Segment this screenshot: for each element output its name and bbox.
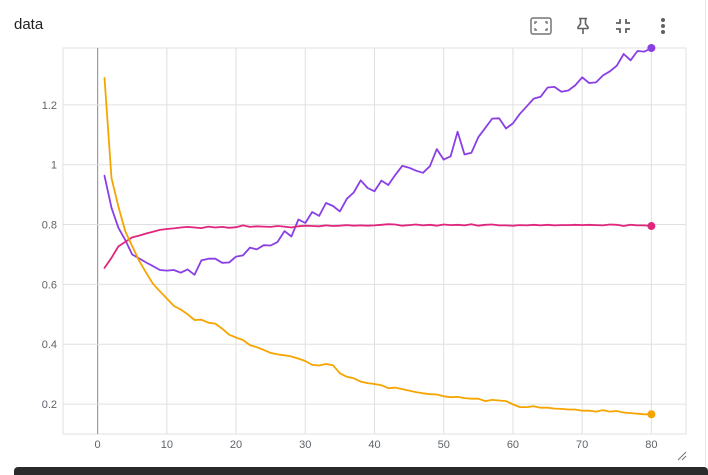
resize-handle-icon [677,451,687,461]
more-options-button[interactable] [647,10,679,42]
x-tick-label: 50 [438,439,450,451]
x-tick-label: 40 [368,439,380,451]
series-end-marker-1 [647,44,656,52]
x-tick-label: 70 [576,439,588,451]
series-line-3 [103,77,653,416]
x-tick-label: 60 [507,439,519,451]
line-chart[interactable]: 0 10 20 30 40 50 60 70 80 0.2 0.4 0.6 0.8 1 1.2 [0,0,706,466]
fit-domain-button[interactable] [525,10,557,42]
pin-button[interactable] [567,10,599,42]
y-tick-label: 0.4 [42,339,57,351]
collapse-button[interactable] [607,10,639,42]
pin-icon [577,17,589,34]
collapse-icon [616,19,630,33]
y-tick-label: 1 [51,160,57,172]
y-tick-label: 1.2 [42,100,57,112]
bottom-panel-bar [14,467,708,475]
fit-domain-icon [530,17,552,35]
x-tick-label: 80 [645,439,657,451]
series-end-marker-2 [647,222,656,231]
more-vert-icon [661,18,665,34]
y-tick-label: 0.8 [42,220,57,232]
series-line-1 [103,47,653,276]
card-title: data [14,16,44,33]
x-tick-label: 30 [299,439,311,451]
x-tick-label: 20 [230,439,242,451]
x-tick-label: 0 [95,439,101,451]
chart-card: data 0 10 20 30 40 50 60 70 80 0.2 0.4 0.6 [0,0,706,466]
card-toolbar [525,10,695,42]
series-line-2 [103,223,653,269]
y-tick-label: 0.2 [42,399,57,411]
y-tick-label: 0.6 [42,279,57,291]
x-tick-label: 10 [161,439,173,451]
series-end-marker-3 [647,410,656,419]
